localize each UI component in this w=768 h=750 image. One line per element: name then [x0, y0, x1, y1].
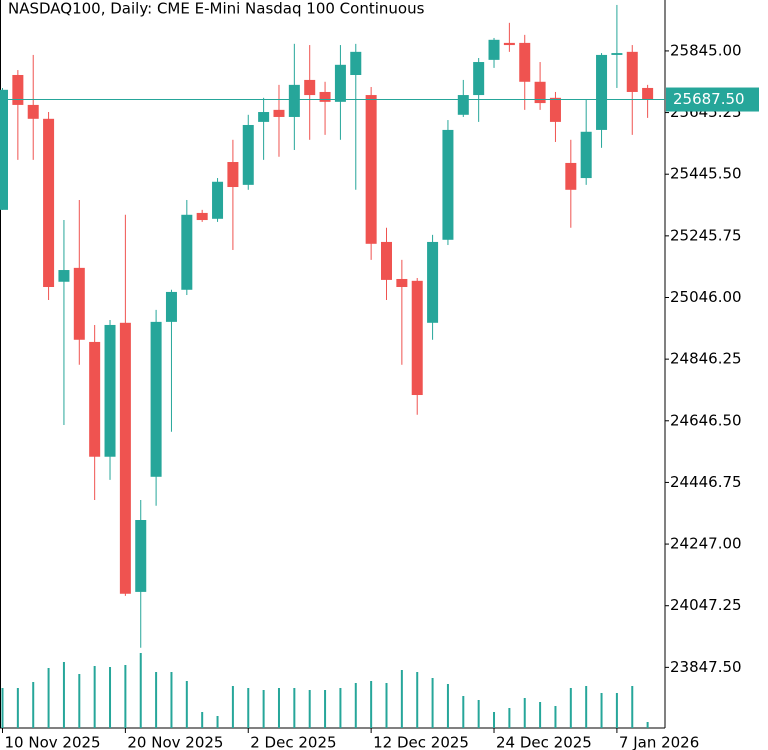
x-tick-label: 12 Dec 2025: [373, 734, 469, 750]
y-tick-label: 23847.50: [670, 658, 742, 676]
candle-body: [442, 129, 454, 240]
x-tick-label: 20 Nov 2025: [127, 734, 223, 750]
y-tick-label: 24047.25: [670, 596, 742, 614]
candle-body: [89, 341, 101, 457]
candle-body: [411, 280, 423, 396]
candle-body: [304, 79, 316, 96]
last-price-label: 25687.50: [673, 90, 745, 108]
candle-body: [534, 81, 546, 104]
candle-body: [165, 291, 177, 322]
candle-body: [58, 270, 70, 282]
candle-body: [549, 97, 561, 122]
candle-body: [365, 95, 377, 244]
candle-body: [319, 91, 331, 102]
x-tick-label: 2 Dec 2025: [250, 734, 336, 750]
candle-body: [334, 64, 346, 102]
candle-body: [580, 131, 592, 179]
candle-body: [427, 241, 439, 323]
chart-title: NASDAQ100, Daily: CME E-Mini Nasdaq 100 …: [8, 0, 425, 18]
candle-body: [626, 51, 638, 92]
candle-body: [596, 54, 608, 130]
candle-body: [273, 109, 285, 117]
y-tick-label: 25245.75: [670, 226, 742, 244]
candle-body: [488, 39, 500, 60]
candle-body: [519, 42, 531, 82]
candle-body: [473, 62, 485, 96]
y-tick-label: 24446.75: [670, 473, 742, 491]
y-tick-label: 25445.50: [670, 165, 742, 183]
candle-body: [642, 87, 654, 100]
candle-body: [73, 267, 85, 340]
candle-body: [196, 212, 208, 221]
candle-body: [12, 74, 24, 105]
x-tick-label: 24 Dec 2025: [496, 734, 592, 750]
candle-body: [43, 118, 55, 288]
y-tick-label: 24646.50: [670, 411, 742, 429]
y-tick-label: 24846.25: [670, 350, 742, 368]
candle-body: [396, 278, 408, 288]
candle-body: [258, 112, 270, 122]
last-price-box: [666, 87, 759, 112]
candle-body: [104, 324, 116, 457]
candle-body: [381, 241, 392, 280]
candle-body: [135, 520, 147, 592]
candle-body: [611, 53, 623, 55]
candle-body: [565, 162, 577, 190]
candle-body: [181, 214, 193, 290]
x-tick-label: 10 Nov 2025: [5, 734, 101, 750]
candle-body: [119, 322, 131, 594]
candle-body: [227, 162, 239, 188]
candle-body: [0, 89, 8, 210]
candle-body: [27, 104, 39, 119]
candle-body: [288, 84, 300, 117]
y-tick-label: 25046.00: [670, 288, 742, 306]
candle-body: [503, 42, 515, 46]
candle-body: [457, 95, 469, 115]
candle-body: [212, 181, 224, 219]
candle-body: [150, 321, 162, 477]
candle-body: [350, 51, 362, 75]
candle-body: [242, 124, 254, 185]
x-tick-label: 7 Jan 2026: [619, 734, 699, 750]
y-tick-label: 25845.00: [670, 41, 742, 59]
y-tick-label: 24247.00: [670, 535, 742, 553]
